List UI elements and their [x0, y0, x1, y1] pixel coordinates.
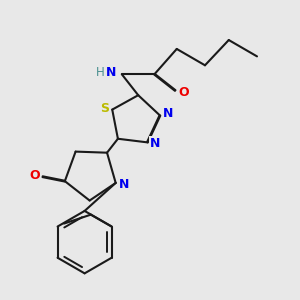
Text: O: O	[29, 169, 40, 182]
Text: N: N	[150, 137, 160, 150]
Text: N: N	[106, 66, 116, 79]
Text: H: H	[96, 66, 105, 79]
Text: S: S	[100, 102, 109, 115]
Text: O: O	[179, 85, 190, 98]
Text: N: N	[163, 107, 173, 121]
Text: N: N	[119, 178, 129, 191]
